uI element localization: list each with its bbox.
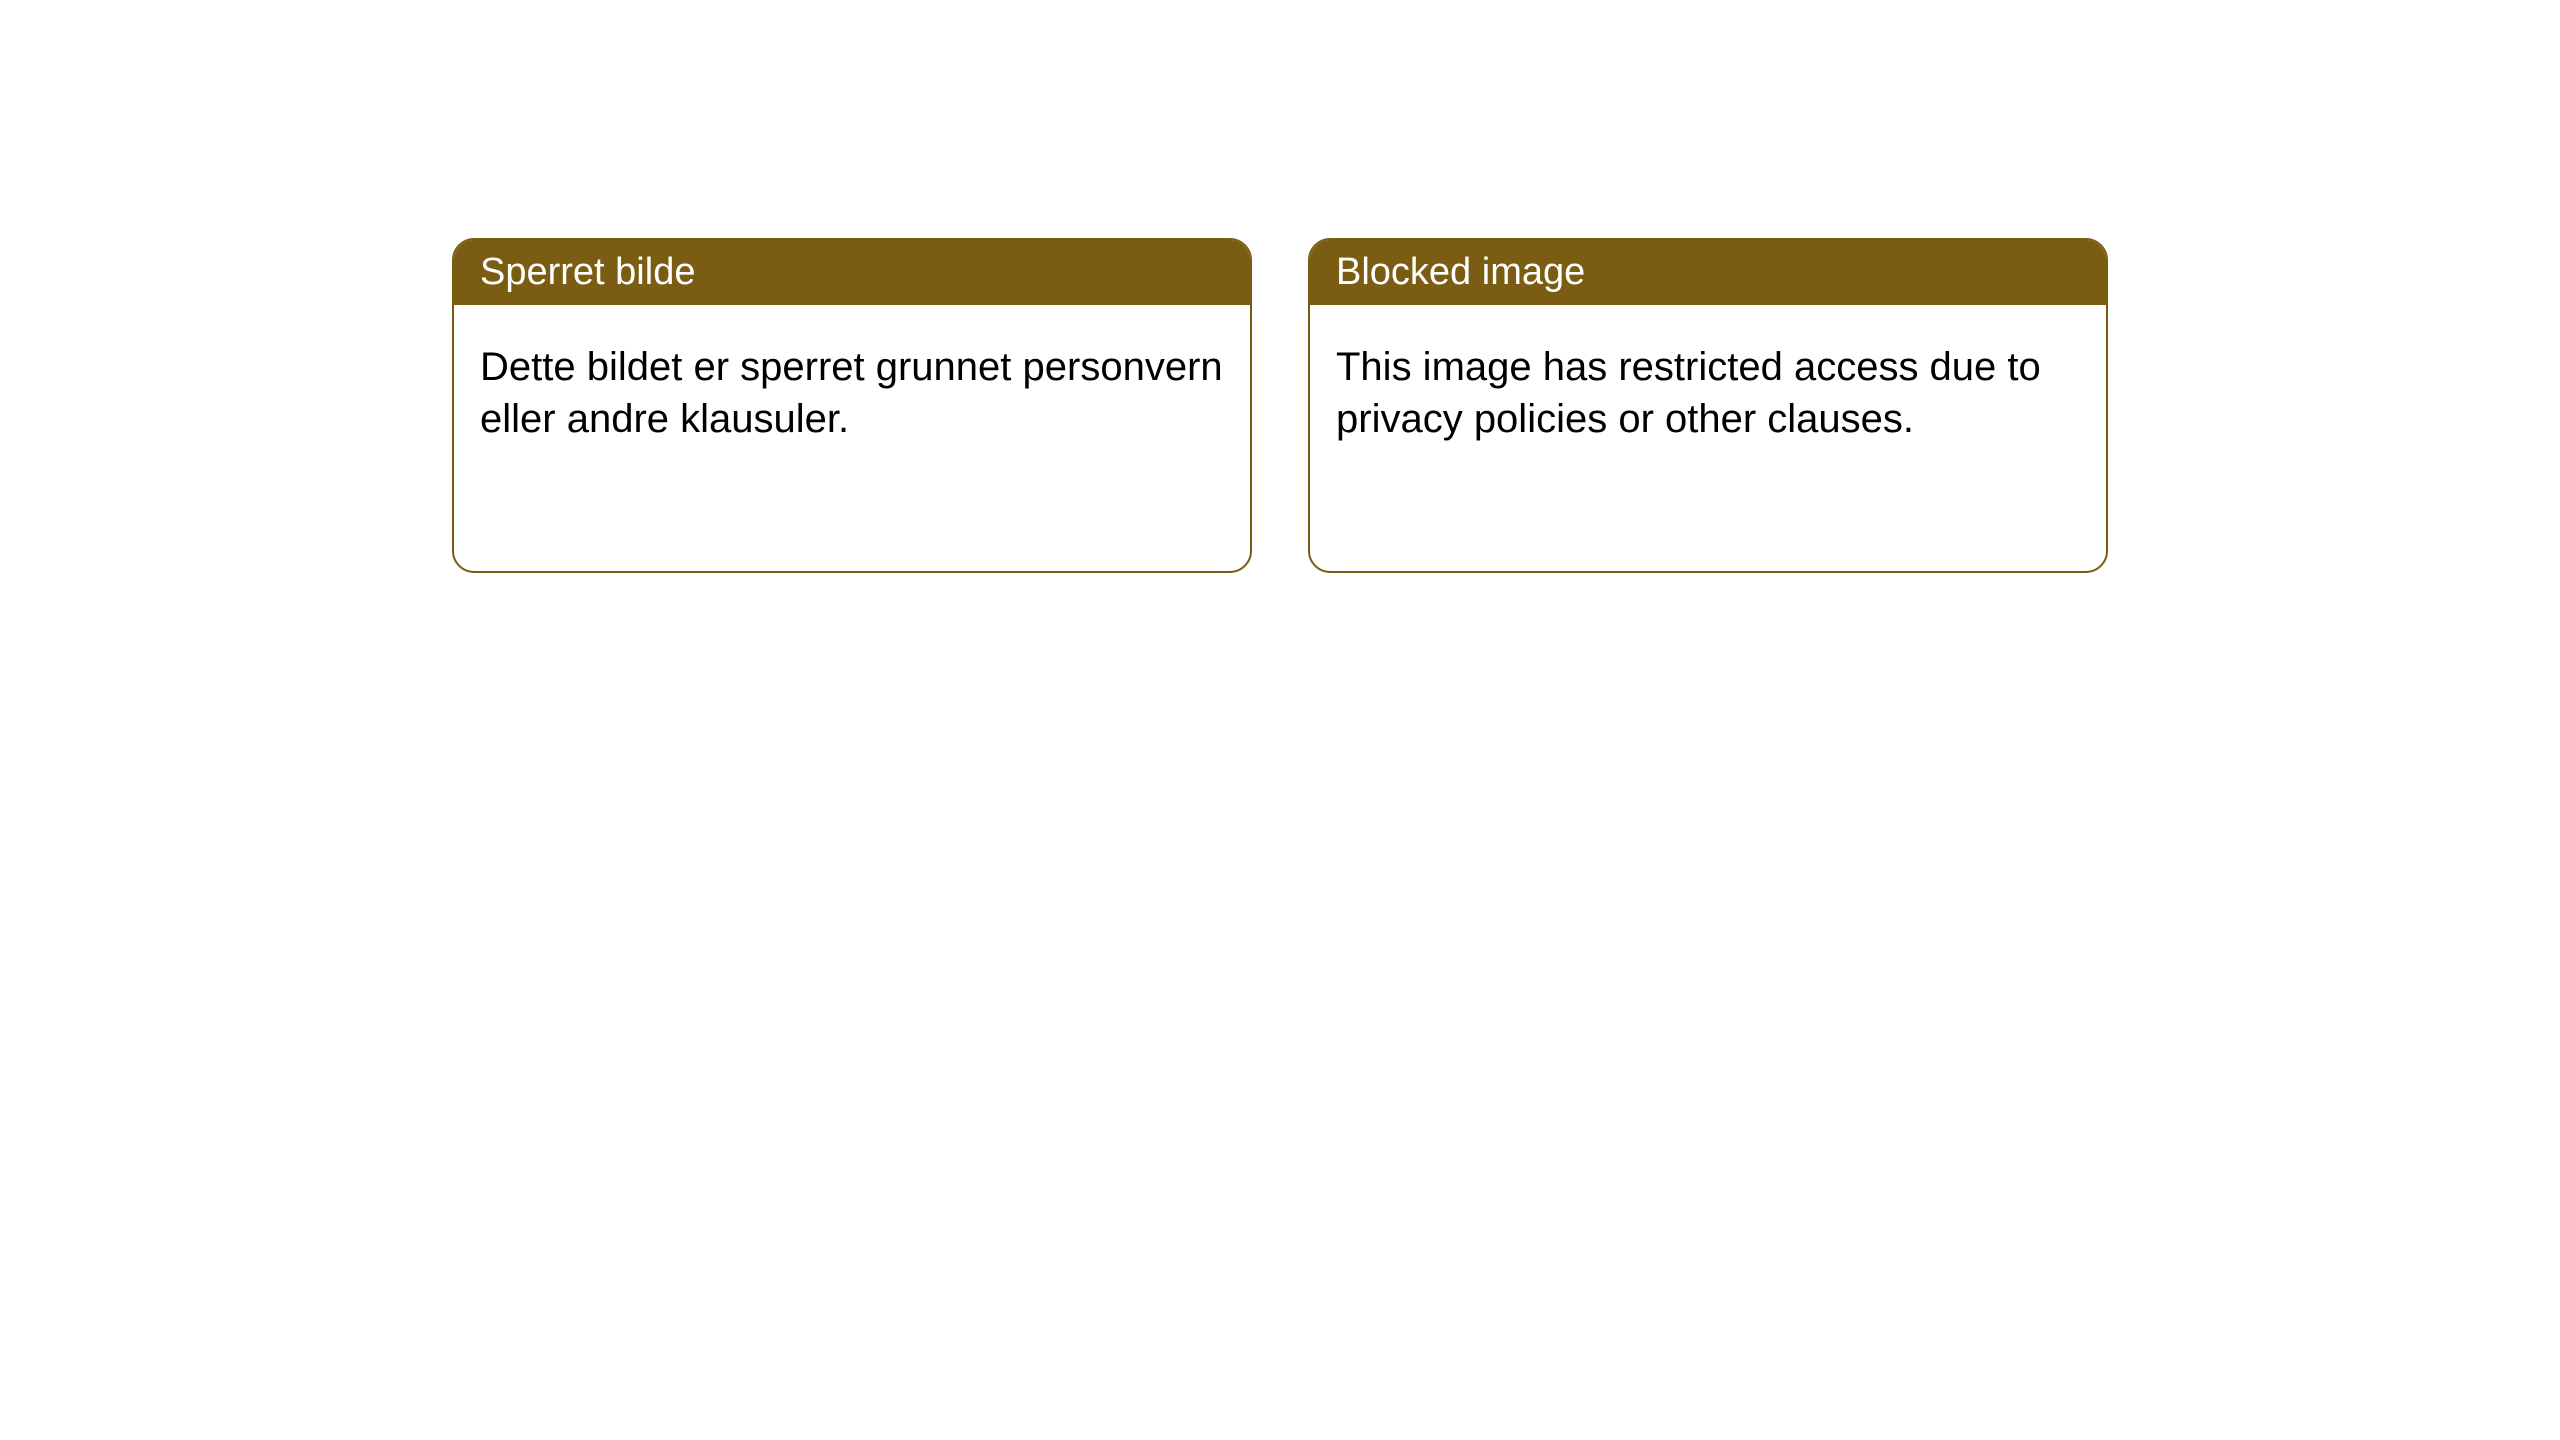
notice-card-english: Blocked image This image has restricted …	[1308, 238, 2108, 573]
notice-title: Sperret bilde	[454, 240, 1250, 305]
notice-card-norwegian: Sperret bilde Dette bildet er sperret gr…	[452, 238, 1252, 573]
notice-container: Sperret bilde Dette bildet er sperret gr…	[0, 0, 2560, 573]
notice-body: Dette bildet er sperret grunnet personve…	[454, 305, 1250, 481]
notice-body: This image has restricted access due to …	[1310, 305, 2106, 481]
notice-title: Blocked image	[1310, 240, 2106, 305]
